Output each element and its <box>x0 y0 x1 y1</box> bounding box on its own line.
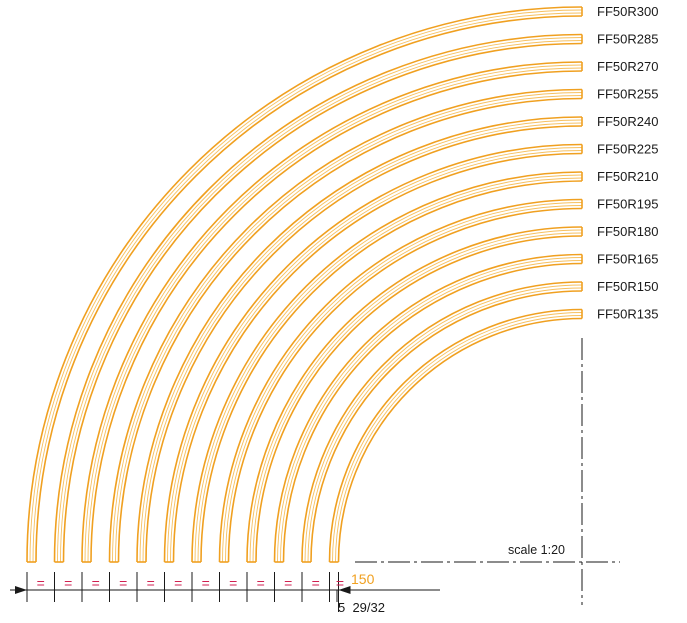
equal-mark: = <box>284 575 292 591</box>
dimensions: = = = = = = = = = = = = <box>10 572 440 612</box>
tray-edge-inner <box>62 42 583 563</box>
equal-mark: = <box>336 575 344 591</box>
tray-arc-ff50r300 <box>26 6 583 563</box>
curve-label-ff50r195: FF50R195 <box>597 197 658 212</box>
centerlines <box>355 338 620 605</box>
dimension-arrow-left <box>15 586 27 594</box>
curve-label-ff50r270: FF50R270 <box>597 59 658 74</box>
tray-edge-outer <box>108 88 583 563</box>
tray-wire-line <box>194 174 583 563</box>
tray-arc-ff50r255 <box>108 88 583 563</box>
tray-wire-line <box>277 257 583 563</box>
tray-arc-ff50r225 <box>163 143 583 563</box>
tray-edge-inner <box>200 180 583 563</box>
tray-arc-ff50r195 <box>218 198 583 563</box>
equal-mark: = <box>257 575 265 591</box>
tray-edge-outer <box>81 61 583 563</box>
tray-edge-inner <box>227 207 583 563</box>
tray-wire-line <box>252 232 583 563</box>
equal-mark: = <box>312 575 320 591</box>
scale-label: scale 1:20 <box>508 543 565 557</box>
curve-label-ff50r150: FF50R150 <box>597 279 658 294</box>
tray-wire-line <box>139 119 583 563</box>
tray-arc-ff50r210 <box>191 171 583 563</box>
curve-label-ff50r135: FF50R135 <box>597 307 658 322</box>
equal-mark: = <box>202 575 210 591</box>
tray-wire-line <box>280 260 583 563</box>
tray-wire-line <box>32 12 583 563</box>
tray-arcs <box>26 6 583 563</box>
tray-edge-inner <box>255 235 583 563</box>
tray-wire-line <box>142 122 583 563</box>
tray-edge-outer <box>53 33 583 563</box>
tray-edge-outer <box>191 171 583 563</box>
tray-edge-outer <box>273 253 583 563</box>
tray-wire-line <box>222 202 583 563</box>
curve-label-ff50r165: FF50R165 <box>597 252 658 267</box>
tray-edge-outer <box>246 226 583 563</box>
tray-edge-inner <box>337 317 583 563</box>
tray-arc-ff50r150 <box>301 281 583 563</box>
tray-edge-outer <box>218 198 583 563</box>
tray-arc-ff50r165 <box>273 253 583 563</box>
tray-wire-line <box>249 229 583 563</box>
tray-arc-ff50r240 <box>136 116 583 563</box>
curve-label-ff50r300: FF50R300 <box>597 4 658 19</box>
tray-edge-inner <box>282 262 583 563</box>
curve-labels: FF50R300 FF50R285 FF50R270 FF50R255 FF50R240… <box>597 4 658 322</box>
tray-wire-line <box>29 9 583 563</box>
tray-edge-inner <box>310 290 583 563</box>
tray-edge-inner <box>117 97 583 563</box>
equal-mark: = <box>37 575 45 591</box>
equal-mark: = <box>119 575 127 591</box>
tray-wire-line <box>332 312 583 563</box>
equal-mark: = <box>92 575 100 591</box>
tray-wire-line <box>57 37 583 563</box>
tray-wire-line <box>307 287 583 563</box>
tray-wire-line <box>115 95 583 563</box>
tray-edge-outer <box>136 116 583 563</box>
curve-label-ff50r180: FF50R180 <box>597 224 658 239</box>
tray-edge-inner <box>145 125 583 563</box>
tray-edge-outer <box>301 281 583 563</box>
curve-label-ff50r240: FF50R240 <box>597 114 658 129</box>
equal-mark: = <box>229 575 237 591</box>
gap-dimension: 5 29/32 <box>338 600 385 615</box>
tray-wire-line <box>84 64 583 563</box>
spacing-dimension: 150 <box>351 571 375 587</box>
tray-arc-ff50r135 <box>328 308 583 563</box>
tray-wire-line <box>167 147 583 563</box>
tray-wire-line <box>87 67 583 563</box>
curve-label-ff50r210: FF50R210 <box>597 169 658 184</box>
tray-wire-line <box>225 205 583 563</box>
equal-mark: = <box>64 575 72 591</box>
tray-edge-outer <box>328 308 583 563</box>
curve-label-ff50r225: FF50R225 <box>597 142 658 157</box>
tray-edge-inner <box>35 15 583 563</box>
tray-arc-ff50r270 <box>81 61 583 563</box>
equal-mark: = <box>174 575 182 591</box>
tray-wire-line <box>304 284 583 563</box>
tray-wire-line <box>170 150 583 563</box>
tray-edge-inner <box>172 152 583 563</box>
curve-label-ff50r255: FF50R255 <box>597 87 658 102</box>
tray-wire-line <box>112 92 583 563</box>
tray-edge-inner <box>90 70 583 563</box>
curve-label-ff50r285: FF50R285 <box>597 32 658 47</box>
tray-edge-outer <box>163 143 583 563</box>
tray-wire-line <box>60 40 583 563</box>
tray-wire-line <box>197 177 583 563</box>
tray-arc-ff50r180 <box>246 226 583 563</box>
tray-arc-ff50r285 <box>53 33 583 563</box>
tray-edge-outer <box>26 6 583 563</box>
tray-wire-line <box>335 315 583 563</box>
equal-mark: = <box>147 575 155 591</box>
dimension-arrow-right <box>338 586 351 594</box>
